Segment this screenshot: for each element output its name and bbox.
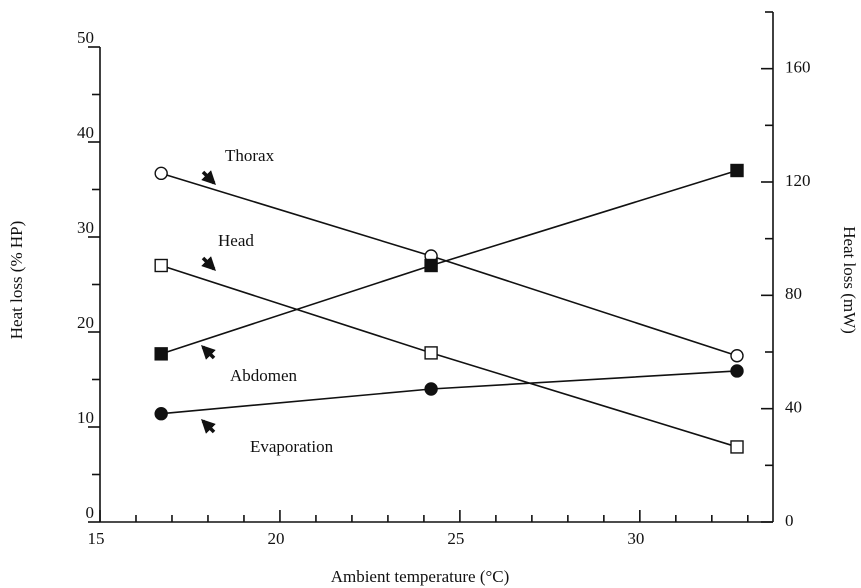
marker — [730, 364, 744, 378]
marker — [730, 440, 744, 454]
y2-tick-label: 120 — [785, 171, 811, 190]
series-line — [160, 172, 738, 357]
x-tick-label: 15 — [88, 529, 105, 548]
series-label: Thorax — [225, 146, 275, 165]
marker — [730, 349, 744, 363]
marker — [154, 347, 168, 361]
marker — [154, 258, 168, 273]
y-axis-label: Heat loss (% HP) — [7, 221, 26, 340]
y2-tick-label: 80 — [785, 284, 802, 303]
series-label: Evaporation — [250, 437, 334, 456]
x-tick-label: 30 — [627, 529, 644, 548]
label-arrow — [201, 170, 216, 185]
series-label: Head — [218, 231, 254, 250]
x-tick-label: 20 — [267, 529, 284, 548]
label-arrow — [201, 419, 216, 434]
series-label: Abdomen — [230, 366, 298, 385]
x-axis-label: Ambient temperature (°C) — [331, 567, 510, 586]
y-tick-label: 20 — [77, 313, 94, 332]
marker — [730, 163, 744, 178]
marker — [424, 346, 438, 360]
y2-axis-label: Heat loss (mW) — [840, 226, 859, 334]
y-tick-label: 0 — [86, 503, 95, 522]
marker — [154, 407, 168, 421]
y2-tick-label: 160 — [785, 58, 811, 77]
y-tick-label: 50 — [77, 28, 94, 47]
label-arrow — [201, 345, 216, 360]
y2-tick-label: 0 — [785, 511, 794, 530]
marker — [154, 166, 168, 181]
y-tick-label: 30 — [77, 218, 94, 237]
x-tick-label: 25 — [447, 529, 464, 548]
marker — [424, 382, 438, 396]
series-line — [160, 264, 738, 448]
y-tick-label: 40 — [77, 123, 94, 142]
label-arrow — [201, 256, 216, 271]
y-tick-label: 10 — [77, 408, 94, 427]
y2-tick-label: 40 — [785, 398, 802, 417]
marker — [424, 258, 438, 273]
